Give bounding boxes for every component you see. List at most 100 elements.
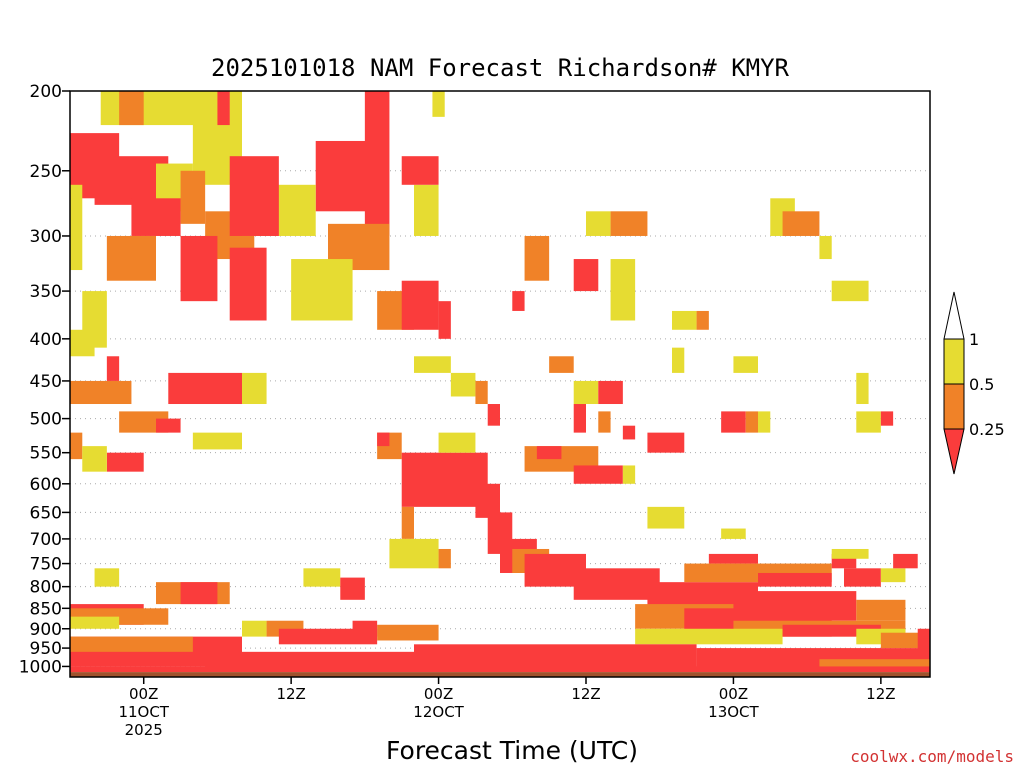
ri-cell	[622, 425, 636, 440]
y-tick-label: 250	[30, 162, 62, 182]
legend-swatch-orange	[943, 383, 965, 430]
ri-cell	[106, 452, 144, 472]
x-tick-label: 00Z	[424, 685, 453, 703]
y-tick-label: 300	[30, 227, 62, 247]
ri-cell	[414, 644, 697, 670]
ri-cell	[524, 235, 550, 281]
y-tick-label: 650	[30, 503, 62, 523]
ri-cell	[278, 628, 378, 645]
ri-cell	[819, 235, 832, 260]
ri-cell	[168, 372, 242, 405]
ri-cell	[610, 259, 636, 321]
x-axis-label: Forecast Time (UTC)	[386, 736, 638, 765]
ri-cell	[70, 432, 83, 460]
ri-cell	[377, 624, 439, 641]
ri-cell	[917, 628, 930, 652]
richardson-cells	[70, 91, 930, 673]
legend-swatch-yellow	[943, 338, 965, 385]
ri-cell	[180, 170, 206, 224]
y-tick-label: 200	[30, 82, 62, 102]
x-tick-label: 00Z	[719, 685, 748, 703]
ri-cell	[831, 280, 869, 302]
ground-band	[70, 672, 930, 677]
ri-cell	[180, 235, 218, 302]
ri-cell	[549, 356, 574, 373]
ri-cell	[352, 620, 378, 637]
ri-cell	[647, 506, 685, 529]
y-tick-label: 550	[30, 444, 62, 464]
plot-border	[69, 90, 931, 678]
legend-swatch-above-1	[943, 291, 965, 340]
ri-cell	[573, 465, 623, 484]
ri-cell	[610, 211, 648, 236]
ri-cell	[819, 659, 930, 670]
ri-cell	[635, 628, 783, 645]
y-tick-label: 1000	[19, 657, 62, 677]
ri-cell	[119, 91, 144, 126]
y-tick-label: 900	[30, 620, 62, 640]
ri-cell	[475, 380, 488, 405]
ri-cell	[573, 259, 599, 292]
legend-label: 0.5	[969, 375, 994, 394]
ri-cell	[340, 577, 365, 600]
y-tick-label: 450	[30, 372, 62, 392]
ri-cell	[856, 599, 906, 621]
ri-cell	[438, 301, 451, 339]
x-tick-label: 2025	[125, 721, 163, 739]
ri-cell	[70, 616, 120, 629]
ri-cell	[856, 372, 869, 405]
ri-cell	[708, 553, 758, 564]
x-tick-label: 12OCT	[413, 703, 464, 721]
legend-label: 1	[969, 330, 979, 349]
ri-cell	[696, 310, 709, 330]
y-tick-label: 600	[30, 475, 62, 495]
ri-cell	[586, 211, 611, 236]
ri-cell	[536, 446, 562, 460]
ri-cell	[377, 432, 390, 447]
ri-cell	[303, 568, 341, 587]
ri-cell	[893, 553, 918, 569]
ri-cell	[205, 651, 414, 670]
ri-cell	[70, 329, 95, 357]
ri-cell	[156, 418, 181, 433]
ri-cell	[721, 411, 746, 433]
ri-cell	[70, 636, 193, 652]
ri-cell	[401, 156, 439, 185]
ri-cell	[672, 347, 685, 373]
ground-layer	[70, 672, 930, 677]
ri-cell	[291, 259, 353, 321]
ri-cell	[450, 372, 476, 397]
ri-cell	[672, 310, 697, 330]
y-tick-label: 950	[30, 639, 62, 659]
y-tick-label: 850	[30, 599, 62, 619]
ri-cell	[131, 198, 181, 236]
ri-cell	[831, 548, 869, 559]
ri-cell	[70, 380, 132, 405]
ri-cell	[880, 568, 906, 583]
ri-cell	[856, 411, 881, 433]
x-tick-label: 11OCT	[118, 703, 169, 721]
ri-cell	[242, 620, 267, 637]
ri-cell	[880, 411, 894, 426]
ri-cell	[745, 411, 758, 433]
ri-cell	[573, 568, 660, 600]
ri-cell	[432, 91, 445, 117]
ri-cell	[782, 211, 820, 236]
ri-cell	[192, 432, 242, 450]
ri-cell	[598, 411, 611, 433]
ri-cell	[94, 568, 120, 587]
ri-cell	[401, 452, 488, 507]
ri-cell	[475, 483, 500, 518]
ri-cell	[242, 372, 267, 405]
ri-cell	[512, 291, 525, 311]
plot-frame	[69, 90, 931, 678]
chart-title: 2025101018 NAM Forecast Richardson# KMYR	[211, 54, 790, 82]
ri-cell	[229, 156, 279, 236]
ri-cell	[598, 380, 623, 405]
legend: 1 0.5 0.25	[943, 291, 1005, 475]
y-tick-label: 800	[30, 578, 62, 598]
ri-cell	[647, 432, 685, 453]
ri-cell	[844, 568, 881, 587]
